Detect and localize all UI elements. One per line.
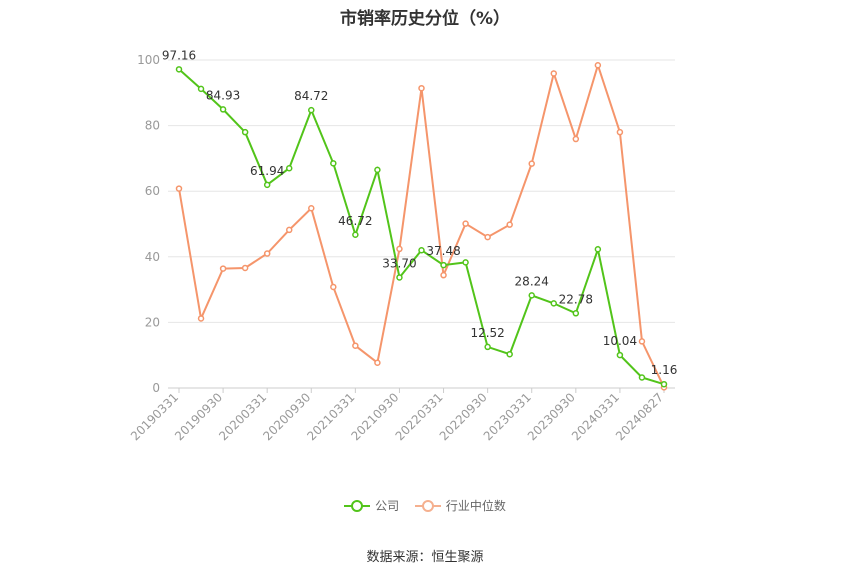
data-point: [440, 271, 447, 279]
chart-title: 市销率历史分位（%）: [339, 9, 511, 29]
data-label: 33.70: [382, 256, 416, 270]
y-tick-label: 0: [152, 381, 160, 395]
data-label: 61.94: [250, 164, 284, 178]
data-point: [462, 220, 469, 227]
legend-industry-marker-icon: [414, 499, 441, 513]
data-point: [660, 380, 668, 388]
data-label: 10.04: [603, 334, 637, 348]
data-label: 84.72: [294, 89, 328, 103]
data-point: [308, 106, 315, 114]
data-point: [352, 231, 359, 239]
data-label: 12.52: [470, 326, 504, 340]
series-line-0: [178, 68, 665, 386]
y-tick-label: 20: [145, 315, 160, 329]
data-point: [506, 221, 513, 228]
y-tick-label: 100: [137, 53, 160, 67]
data-label: 1.16: [651, 363, 678, 377]
data-point: [616, 351, 624, 359]
legend-industry-label: 行业中位数: [445, 499, 506, 513]
data-point: [396, 274, 403, 281]
data-point: [197, 315, 205, 322]
data-point: [330, 160, 337, 167]
y-tick-label: 60: [145, 184, 160, 198]
data-point: [308, 205, 315, 212]
data-point: [594, 246, 602, 253]
data-point: [528, 292, 535, 299]
data-label: 84.93: [206, 88, 240, 102]
data-point: [572, 135, 580, 143]
data-label: 97.16: [162, 48, 196, 62]
data-point: [462, 259, 469, 266]
data-point: [440, 261, 447, 269]
data-point: [638, 374, 646, 381]
legend-item-industry-median[interactable]: 行业中位数: [414, 497, 506, 514]
data-point: [638, 338, 646, 345]
series-lines: [175, 61, 668, 391]
data-point: [616, 128, 624, 136]
data-point: [285, 164, 293, 172]
data-point: [484, 233, 491, 241]
data-point: [550, 70, 558, 77]
x-tick-label: 20240827: [613, 390, 666, 443]
data-point: [197, 85, 205, 93]
y-tick-label: 80: [145, 119, 160, 133]
data-point: [528, 160, 535, 167]
data-point: [572, 310, 580, 317]
data-label: 22.78: [559, 292, 593, 306]
data-point: [219, 106, 227, 113]
data-point: [175, 66, 183, 73]
data-point: [352, 342, 359, 349]
data-point: [263, 181, 271, 189]
grid-lines: [168, 59, 675, 323]
data-point: [241, 264, 249, 272]
data-point: [594, 61, 602, 69]
data-label: 46.72: [338, 214, 372, 228]
data-point: [175, 185, 183, 192]
data-point: [241, 128, 249, 136]
data-point: [418, 84, 425, 92]
data-point: [396, 245, 403, 253]
data-point: [550, 300, 558, 307]
data-point: [374, 166, 381, 174]
legend-company-label: 公司: [375, 499, 400, 513]
data-point: [263, 250, 271, 257]
data-labels: 97.16 84.93 61.94 84.72 46.72 33.70 37.48 12.52…: [162, 48, 678, 377]
legend-item-company[interactable]: 公司: [344, 497, 399, 514]
legend: 公司 行业中位数: [0, 497, 850, 516]
data-label: 37.48: [426, 244, 460, 258]
data-point: [506, 350, 513, 358]
data-point: [285, 226, 293, 234]
data-point: [374, 359, 381, 366]
y-tick-label: 40: [145, 250, 160, 264]
data-point: [418, 246, 425, 254]
source-note: 数据来源：恒生聚源: [366, 550, 484, 565]
data-point: [484, 343, 491, 351]
legend-company-marker-icon: [344, 499, 371, 513]
data-point: [330, 283, 337, 291]
series-line-1: [178, 61, 665, 388]
data-point: [219, 265, 227, 272]
data-label: 28.24: [515, 274, 549, 288]
